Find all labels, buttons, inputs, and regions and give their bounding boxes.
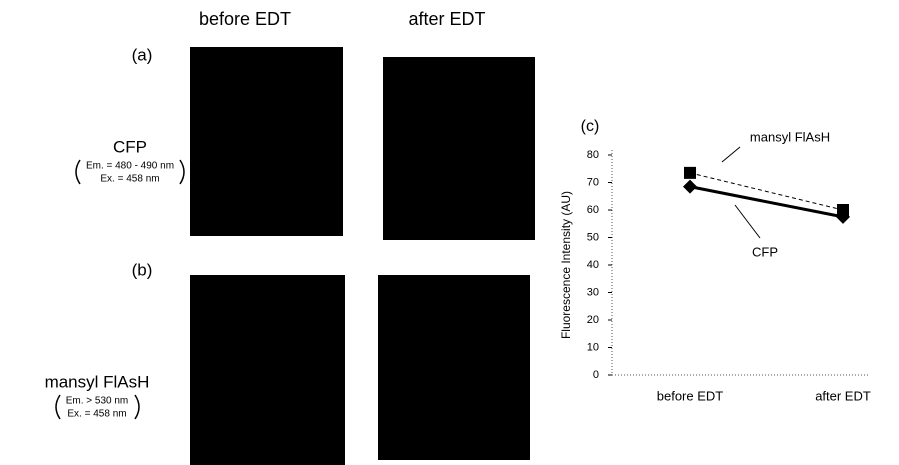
image xyxy=(190,275,345,465)
y-tick-label: 70 xyxy=(587,176,599,188)
row-ex: Ex. = 458 nm xyxy=(100,174,159,185)
x-tick-label: before EDT xyxy=(657,388,724,403)
y-axis-label: Fluorescence Intensity (AU) xyxy=(559,191,573,339)
marker xyxy=(683,180,697,194)
y-tick-label: 10 xyxy=(587,341,599,353)
paren xyxy=(135,395,139,419)
leader-line xyxy=(722,147,740,162)
image xyxy=(383,57,535,240)
panel-label: (c) xyxy=(581,118,600,135)
panel-label: (a) xyxy=(132,45,153,64)
paren xyxy=(76,160,80,184)
row-name: mansyl FlAsH xyxy=(45,372,150,391)
y-tick-label: 40 xyxy=(587,259,599,271)
image xyxy=(378,275,530,460)
x-tick-label: after EDT xyxy=(815,388,871,403)
y-tick-label: 80 xyxy=(587,149,599,161)
row-em: Em. > 530 nm xyxy=(66,396,129,407)
y-tick-label: 50 xyxy=(587,231,599,243)
series-annotation: CFP xyxy=(752,244,778,259)
y-tick-label: 20 xyxy=(587,314,599,326)
row-ex: Ex. = 458 nm xyxy=(67,409,126,420)
column-header: before EDT xyxy=(199,9,291,29)
y-tick-label: 30 xyxy=(587,286,599,298)
marker xyxy=(684,167,696,179)
column-header: after EDT xyxy=(408,9,485,29)
paren xyxy=(180,160,184,184)
row-em: Em. = 480 - 490 nm xyxy=(86,161,174,172)
y-tick-label: 0 xyxy=(593,369,599,381)
leader-line xyxy=(735,205,760,238)
image xyxy=(190,47,343,236)
y-tick-label: 60 xyxy=(587,204,599,216)
chart: (c) Fluorescence Intensity (AU) 0 10 20 30 40 5… xyxy=(559,118,871,403)
paren xyxy=(56,395,60,419)
figure: before EDT after EDT (a) CFP Em. = 480 -… xyxy=(0,0,899,465)
row-name: CFP xyxy=(113,137,147,156)
panel-label: (b) xyxy=(132,260,153,279)
series-annotation: mansyl FlAsH xyxy=(750,129,830,144)
